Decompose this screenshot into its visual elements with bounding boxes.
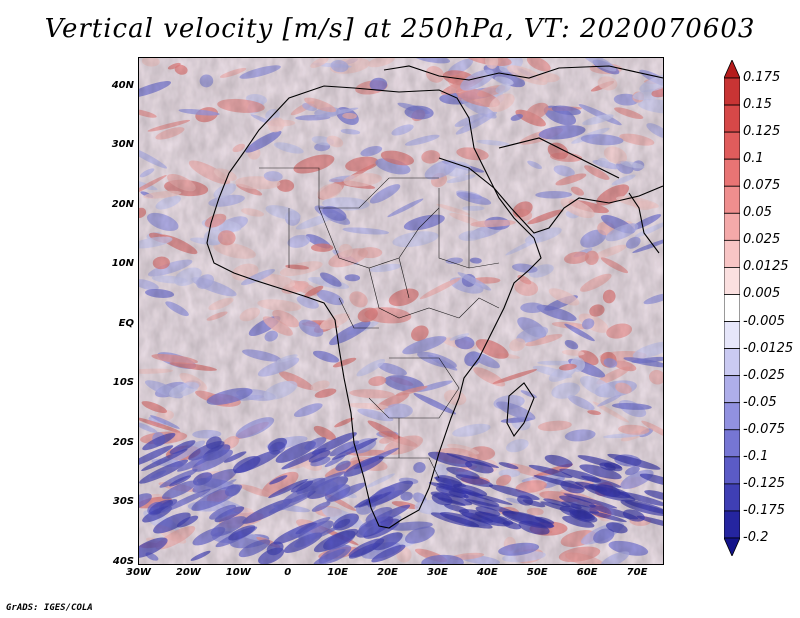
colorbar-swatch [724, 321, 740, 349]
colorbar-label: 0.05 [743, 205, 772, 221]
y-tick-label: 10N [111, 258, 134, 270]
credit-text: GrADS: IGES/COLA [6, 603, 93, 613]
colorbar-swatch [724, 131, 740, 160]
colorbar-label: 0.0125 [743, 259, 789, 275]
y-tick-label: 40N [111, 79, 134, 91]
colorbar-label: 0.15 [743, 97, 772, 113]
y-tick-label: 10S [112, 377, 134, 389]
colorbar-swatch [724, 456, 740, 485]
x-tick-label: 20E [377, 567, 398, 578]
colorbar-label: 0.025 [743, 232, 781, 248]
colorbar-label: 0.005 [743, 286, 781, 302]
colorbar [724, 60, 740, 556]
colorbar-label: -0.0125 [743, 340, 794, 356]
colorbar-swatch [724, 429, 740, 458]
y-tick-label: 30N [111, 139, 134, 151]
y-tick-label: EQ [118, 317, 134, 329]
x-tick-label: 20W [175, 567, 201, 578]
y-tick-label: 20N [111, 198, 134, 210]
colorbar-swatch [724, 348, 740, 377]
colorbar-swatch [724, 60, 740, 79]
colorbar-swatch [724, 402, 740, 431]
coastline-africa [206, 65, 663, 529]
x-tick-label: 30E [427, 567, 448, 578]
x-tick-label: 60E [576, 567, 598, 578]
y-tick-label: 30S [112, 496, 134, 508]
colorbar-label: -0.1 [743, 448, 769, 464]
colorbar-label: -0.025 [743, 367, 785, 383]
map-panel [138, 57, 664, 565]
colorbar-swatch [724, 375, 740, 404]
colorbar-swatch [724, 212, 740, 241]
y-tick-label: 20S [112, 436, 134, 448]
colorbar-swatch [724, 267, 740, 295]
x-tick-label: 10E [327, 567, 348, 578]
colorbar-label: 0.175 [743, 70, 781, 85]
colorbar-label: -0.125 [743, 475, 785, 491]
colorbar-label: -0.075 [743, 421, 785, 437]
colorbar-swatch [724, 239, 740, 268]
x-tick-label: 40E [476, 567, 498, 578]
colorbar-label: 0.125 [743, 124, 781, 140]
country-borders [259, 167, 500, 479]
colorbar-swatch [724, 510, 740, 539]
y-tick-label: 40S [112, 556, 134, 567]
x-tick-label: 30W [126, 567, 151, 578]
map-title: Vertical velocity [m/s] at 250hPa, VT: 2… [44, 14, 756, 44]
colorbar-swatch [724, 185, 740, 214]
colorbar-swatch [724, 77, 740, 106]
colorbar-swatch [724, 158, 740, 187]
x-tick-label: 10W [225, 567, 251, 578]
colorbar-label: -0.05 [743, 394, 777, 410]
colorbar-swatch [724, 294, 740, 322]
colorbar-label: -0.175 [743, 502, 785, 518]
vertical-velocity-field [139, 58, 663, 564]
x-tick-label: 50E [526, 567, 548, 578]
colorbar-label: 0.075 [743, 178, 781, 194]
colorbar-label: -0.005 [743, 313, 785, 329]
colorbar-label: -0.2 [743, 530, 769, 545]
x-tick-label: 0 [284, 567, 292, 578]
x-tick-label: 70E [626, 567, 648, 578]
colorbar-swatch [724, 104, 740, 133]
colorbar-swatch [724, 537, 740, 556]
colorbar-swatch [724, 483, 740, 512]
colorbar-label: 0.1 [743, 151, 764, 167]
